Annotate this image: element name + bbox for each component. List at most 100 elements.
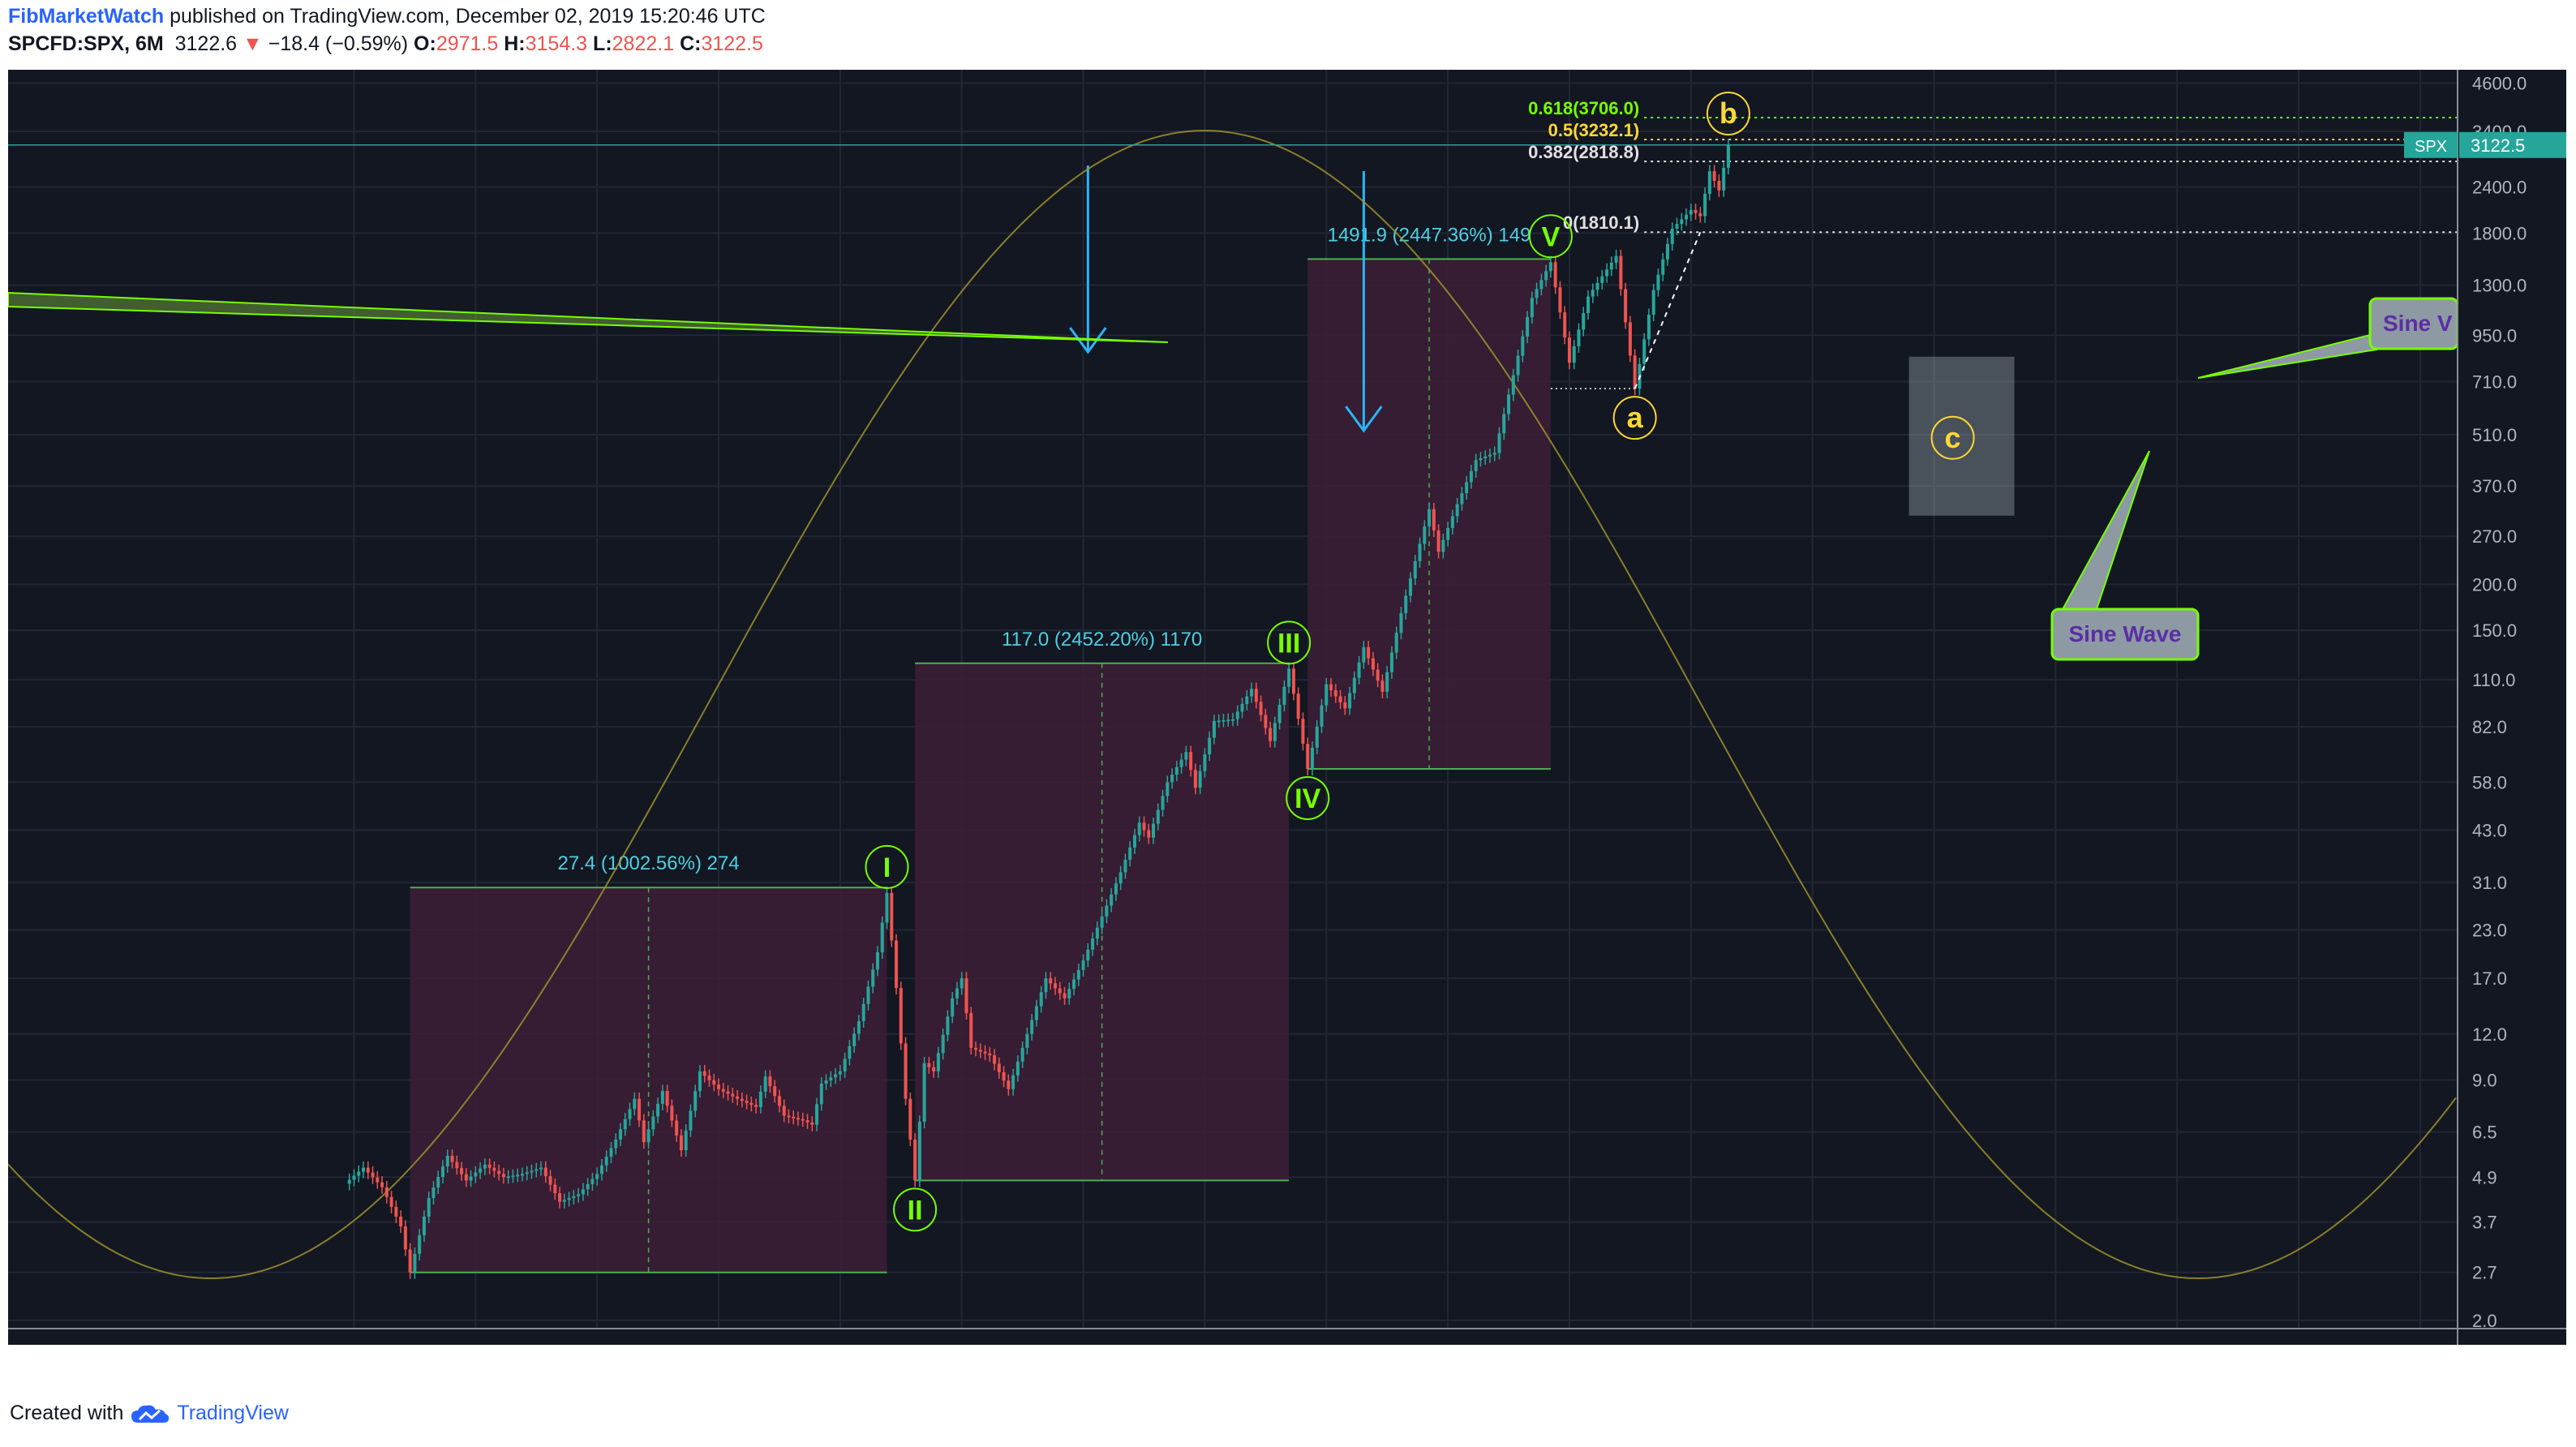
low-label: L: bbox=[593, 32, 612, 55]
candle-body bbox=[1577, 329, 1581, 346]
price-axis[interactable]: 4600.03400.02400.01800.01300.0950.0710.0… bbox=[2404, 70, 2566, 1345]
publish-text: published on TradingView.com, December 0… bbox=[170, 5, 766, 28]
candle-body bbox=[1656, 274, 1660, 290]
symbol-info: SPCFD:SPX, 6M 3122.6 ▼ −18.4 (−0.59%) O:… bbox=[8, 32, 763, 56]
candle-body bbox=[1539, 280, 1543, 290]
author-link[interactable]: FibMarketWatch bbox=[8, 5, 165, 28]
candle-body bbox=[932, 1067, 936, 1071]
candle-body bbox=[1544, 271, 1548, 281]
candle-body bbox=[1301, 719, 1305, 745]
candle-body bbox=[1483, 456, 1488, 459]
candle-body bbox=[469, 1176, 473, 1181]
candle-body bbox=[1605, 269, 1609, 277]
candle-body bbox=[1203, 754, 1207, 771]
wave-c-box bbox=[1908, 356, 2015, 516]
candle-body bbox=[1548, 262, 1552, 272]
candle-body bbox=[1184, 752, 1188, 760]
candle-body bbox=[740, 1098, 744, 1101]
candle-body bbox=[1553, 262, 1557, 288]
candle-body bbox=[1329, 684, 1333, 691]
candle-body bbox=[1179, 759, 1183, 767]
candle-body bbox=[1076, 969, 1080, 980]
time-tick-label: 1937 bbox=[942, 1342, 981, 1345]
created-with-text: Created with bbox=[10, 1402, 124, 1424]
sine-wave-path bbox=[8, 129, 2457, 1280]
time-tick-label: 2080 bbox=[2279, 1342, 2319, 1345]
price-chart[interactable]: 27.4 (1002.56%) 274 117.0 (2452.20%) 1170… bbox=[8, 70, 2566, 1345]
close-value: 3122.5 bbox=[701, 32, 763, 55]
candle-body bbox=[1166, 782, 1170, 796]
candle-body bbox=[1315, 726, 1319, 748]
candle-body bbox=[978, 1050, 982, 1052]
candle-body bbox=[1343, 702, 1347, 709]
candle-body bbox=[497, 1170, 501, 1174]
candle-body bbox=[1282, 686, 1286, 705]
tradingview-brand[interactable]: TradingView bbox=[177, 1402, 289, 1424]
price-tick-label: 58.0 bbox=[2472, 772, 2507, 792]
candle-body bbox=[479, 1168, 483, 1173]
symbol-name[interactable]: SPCFD:SPX, 6M bbox=[8, 32, 164, 55]
candle-body bbox=[530, 1170, 534, 1173]
price-tick-label: 31.0 bbox=[2472, 873, 2507, 893]
candle-body bbox=[1161, 796, 1165, 810]
candle-body bbox=[1675, 224, 1679, 229]
open-value: 2971.5 bbox=[436, 32, 499, 55]
last-price-tag bbox=[2459, 131, 2566, 158]
candle-body bbox=[689, 1110, 693, 1131]
candle-body bbox=[1423, 526, 1427, 544]
candle-body bbox=[399, 1216, 403, 1227]
wave-marker-label: III bbox=[1277, 628, 1300, 659]
candle-body bbox=[754, 1105, 758, 1107]
candle-body bbox=[1357, 662, 1361, 678]
price-tick-label: 510.0 bbox=[2472, 425, 2517, 445]
candle-body bbox=[1118, 872, 1123, 884]
candle-body bbox=[1221, 719, 1226, 722]
candle-body bbox=[1235, 711, 1239, 719]
candle-body bbox=[1380, 681, 1385, 693]
candle-body bbox=[960, 978, 964, 989]
candle-body bbox=[810, 1122, 814, 1125]
candle-body bbox=[1049, 978, 1053, 984]
candle-body bbox=[464, 1174, 468, 1181]
candle-body bbox=[1389, 652, 1393, 672]
time-tick-label: 2002 bbox=[1549, 1342, 1589, 1345]
candle-body bbox=[1474, 460, 1478, 471]
candle-body bbox=[1086, 949, 1090, 961]
candle-body bbox=[1137, 822, 1141, 835]
candle-body bbox=[922, 1063, 926, 1123]
candle-body bbox=[749, 1102, 753, 1106]
candle-body bbox=[1324, 684, 1329, 706]
low-value: 2822.1 bbox=[612, 32, 675, 55]
callout-label: Sine V bbox=[2383, 311, 2453, 336]
wave-marker-label: V bbox=[1542, 221, 1561, 252]
candle-body bbox=[1385, 672, 1389, 693]
candle-body bbox=[1530, 298, 1534, 318]
publish-info: FibMarketWatch published on TradingView.… bbox=[8, 5, 766, 28]
price-tick-label: 150.0 bbox=[2472, 620, 2517, 641]
time-axis[interactable]: 1872 1885 1898 1911 1924 1937 1950 1963 1976 1989… bbox=[8, 1328, 2566, 1345]
price-tick-label: 2400.0 bbox=[2472, 178, 2527, 198]
candle-body bbox=[857, 1021, 861, 1034]
candle-body bbox=[819, 1083, 823, 1105]
candle-body bbox=[693, 1091, 698, 1111]
candle-body bbox=[413, 1253, 417, 1273]
open-label: O: bbox=[414, 32, 436, 55]
wave-marker-circle bbox=[1528, 214, 1573, 259]
candle-body bbox=[389, 1196, 393, 1207]
candle-body bbox=[665, 1091, 669, 1106]
last-price: 3122.6 bbox=[174, 32, 238, 55]
candle-body bbox=[1703, 193, 1707, 217]
candle-body bbox=[1208, 737, 1212, 755]
candle-body bbox=[460, 1168, 464, 1174]
candle-body bbox=[558, 1193, 562, 1202]
wave-marker-circle bbox=[1930, 415, 1975, 460]
candle-body bbox=[758, 1091, 762, 1107]
candle-body bbox=[1007, 1080, 1011, 1089]
candle-body bbox=[1502, 414, 1506, 434]
close-label: C: bbox=[680, 32, 702, 55]
candle-body bbox=[1198, 771, 1202, 788]
candle-body bbox=[721, 1088, 725, 1092]
candle-body bbox=[805, 1120, 809, 1123]
price-tick-label: 17.0 bbox=[2472, 968, 2507, 989]
candle-body bbox=[492, 1167, 496, 1171]
